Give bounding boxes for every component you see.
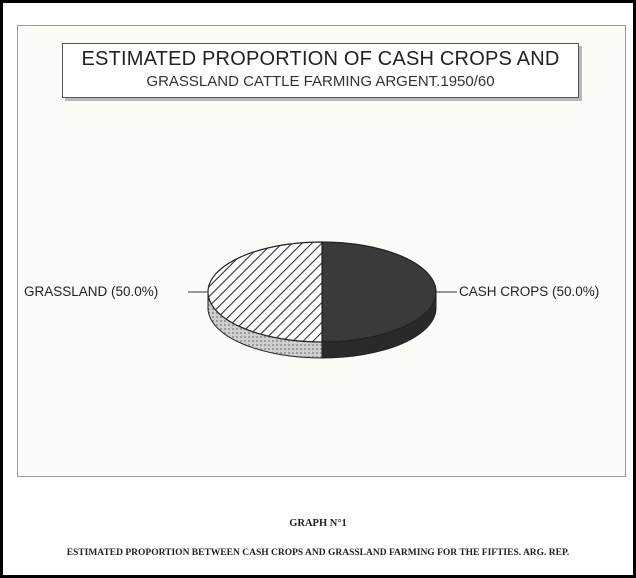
graph-caption-text: ESTIMATED PROPORTION BETWEEN CASH CROPS …: [66, 548, 570, 558]
pie-slice-0: [321, 241, 437, 343]
chart-title: ESTIMATED PROPORTION OF CASH CROPS AND: [81, 48, 560, 70]
graph-caption-heading: GRAPH N°1: [289, 518, 347, 529]
chart-subtitle: GRASSLAND CATTLE FARMING ARGENT.1950/60: [146, 73, 495, 90]
chart-panel: [17, 25, 626, 477]
slice-label-grassland: GRASSLAND (50.0%): [24, 284, 159, 299]
slice-label-cash-crops: CASH CROPS (50.0%): [459, 284, 600, 299]
chart-title-box: ESTIMATED PROPORTION OF CASH CROPS AND G…: [62, 43, 579, 98]
pie-slice-1: [207, 241, 323, 343]
